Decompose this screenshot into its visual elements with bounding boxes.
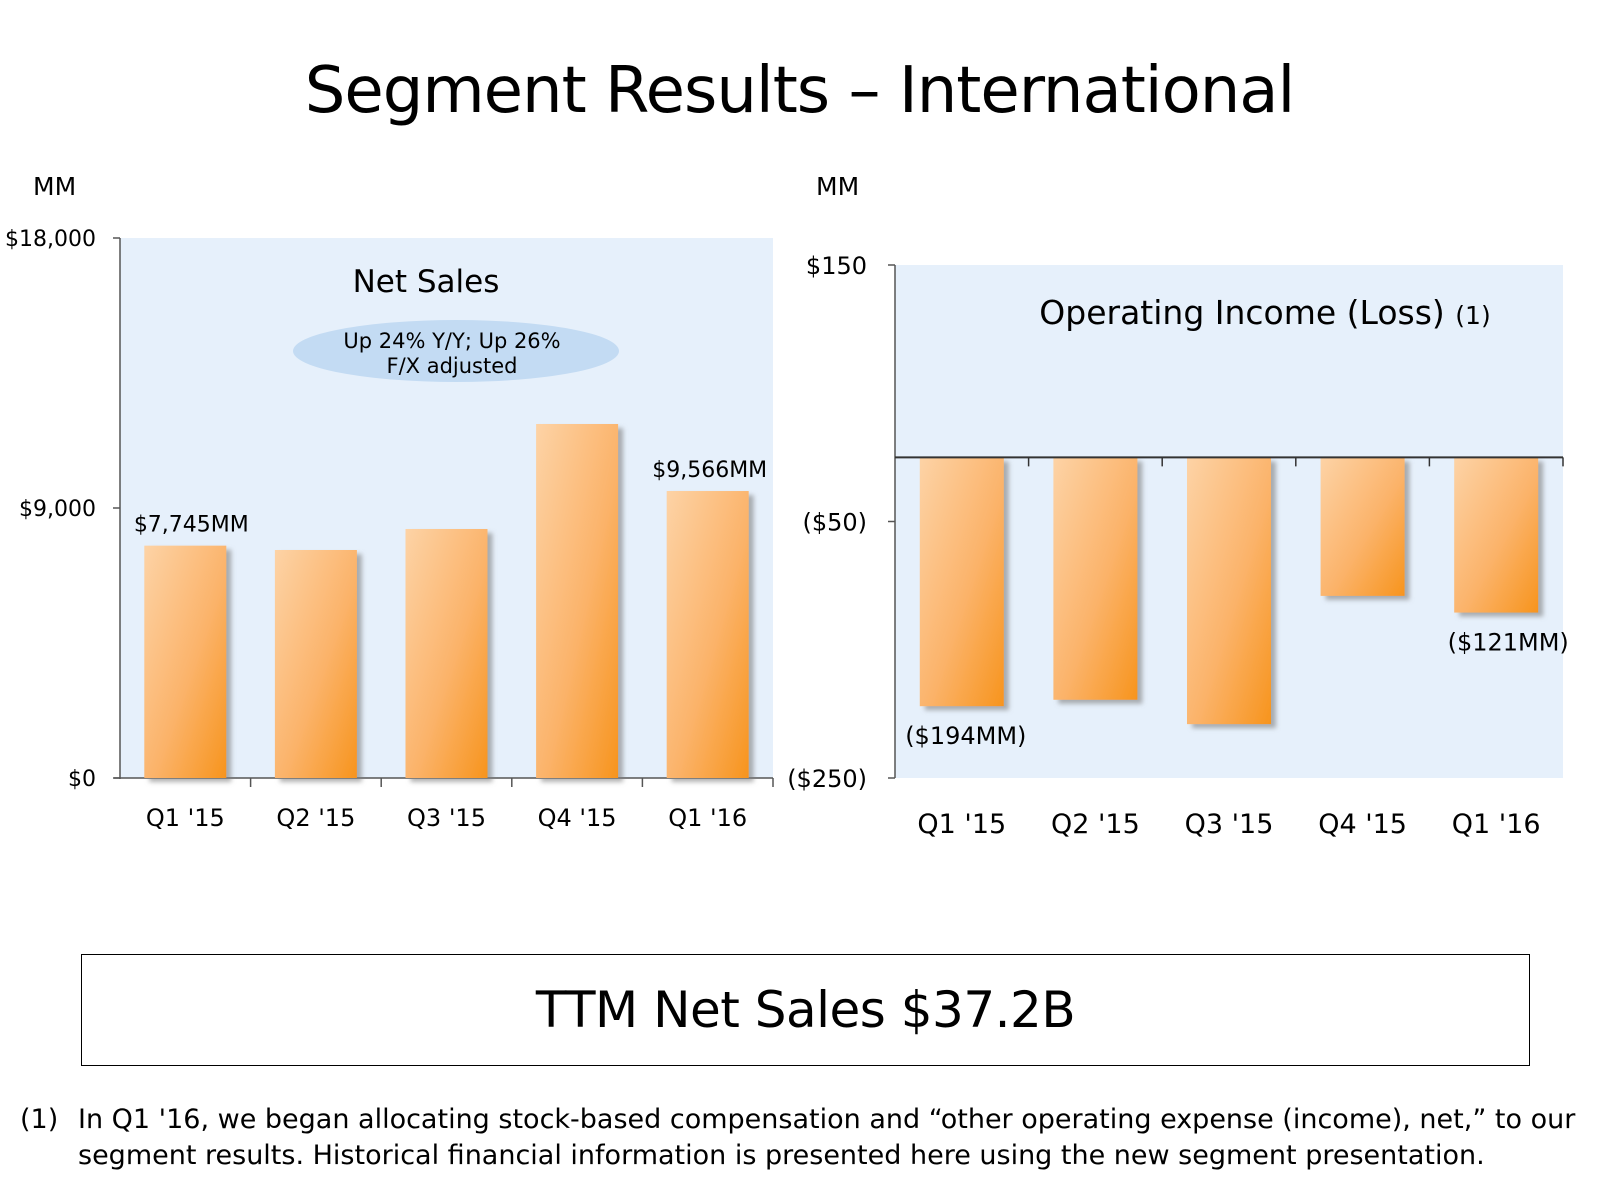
y-tick-label: ($50) bbox=[802, 509, 867, 537]
bar bbox=[405, 529, 488, 778]
net-sales-chart: $0 $9,000 $18,000 Q1 '15 $7,745MM Q2 '15 Q3 '1… bbox=[5, 227, 774, 832]
data-label: $7,745MM bbox=[134, 513, 249, 538]
bar bbox=[1187, 457, 1271, 725]
x-tick-label: Q2 '15 bbox=[276, 804, 355, 832]
x-tick-label: Q2 '15 bbox=[1051, 809, 1140, 840]
data-label: ($121MM) bbox=[1448, 629, 1569, 657]
x-tick-label: Q1 '16 bbox=[668, 804, 747, 832]
x-tick-label: Q3 '15 bbox=[1185, 809, 1274, 840]
operating-income-title-text: Operating Income (Loss) bbox=[1039, 293, 1455, 332]
ttm-net-sales-box: TTM Net Sales $37.2B bbox=[81, 954, 1530, 1066]
left-chart-unit: MM bbox=[33, 172, 77, 201]
annotation-line: F/X adjusted bbox=[387, 354, 518, 378]
operating-income-chart: ($250) ($50) $150 Q1 '15 ($194MM) Q2 '15 Q3 '1… bbox=[787, 252, 1569, 840]
y-tick-label: $9,000 bbox=[19, 497, 96, 522]
x-tick-label: Q3 '15 bbox=[407, 804, 486, 832]
data-label: ($194MM) bbox=[905, 722, 1026, 750]
annotation-bubble bbox=[293, 320, 619, 382]
bar bbox=[1320, 457, 1405, 596]
bar bbox=[919, 457, 1004, 707]
bar bbox=[144, 545, 227, 778]
bar bbox=[666, 491, 749, 778]
bar bbox=[1053, 457, 1138, 700]
title-footnote-marker: (1) bbox=[1455, 301, 1490, 330]
y-tick-label: $150 bbox=[806, 252, 867, 280]
x-tick-label: Q4 '15 bbox=[1318, 809, 1407, 840]
x-tick-label: Q1 '15 bbox=[917, 809, 1006, 840]
operating-income-title: Operating Income (Loss) (1) bbox=[1039, 293, 1490, 332]
y-tick-label: ($250) bbox=[787, 765, 867, 793]
x-tick-label: Q1 '16 bbox=[1452, 809, 1541, 840]
footnote-text: In Q1 '16, we began allocating stock-bas… bbox=[78, 1104, 1576, 1171]
right-chart-unit: MM bbox=[816, 172, 860, 201]
x-tick-label: Q1 '15 bbox=[146, 804, 225, 832]
net-sales-title: Net Sales bbox=[353, 264, 500, 300]
page-title: Segment Results – International bbox=[304, 54, 1296, 128]
bar bbox=[274, 550, 357, 778]
footnote-marker: (1) bbox=[20, 1104, 59, 1135]
x-tick-label: Q4 '15 bbox=[538, 804, 617, 832]
bar bbox=[536, 424, 619, 778]
annotation-line: Up 24% Y/Y; Up 26% bbox=[343, 329, 560, 353]
y-tick-label: $18,000 bbox=[5, 227, 96, 252]
bar bbox=[1454, 457, 1539, 613]
y-tick-label: $0 bbox=[68, 767, 96, 792]
data-label: $9,566MM bbox=[652, 458, 767, 483]
